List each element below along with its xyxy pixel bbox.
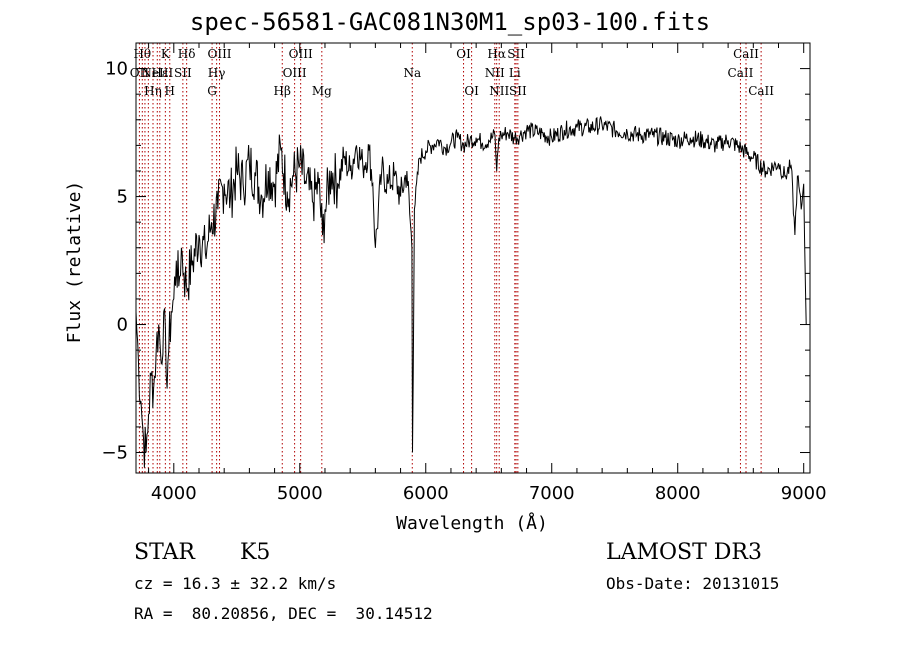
marker-label-0: OII xyxy=(130,66,150,80)
marker-label-12: Hγ xyxy=(208,66,226,80)
marker-label-25: SII xyxy=(507,47,525,61)
marker-label-28: CaII xyxy=(733,47,759,61)
marker-label-22: Hα xyxy=(487,47,506,61)
marker-label-15: OIII xyxy=(283,66,307,80)
y-tick-label-0: −5 xyxy=(101,443,128,464)
x-tick-label-4: 8000 xyxy=(655,483,701,504)
x-tick-label-3: 7000 xyxy=(529,483,575,504)
obs-date: Obs-Date: 20131015 xyxy=(606,574,780,593)
marker-label-21: NII xyxy=(485,66,505,80)
marker-label-9: SII xyxy=(174,66,192,80)
x-tick-label-2: 6000 xyxy=(403,483,449,504)
x-tick-label-0: 4000 xyxy=(151,483,197,504)
x-tick-label-1: 5000 xyxy=(277,483,323,504)
marker-label-26: SII xyxy=(509,84,527,98)
plot-border xyxy=(135,42,811,474)
marker-label-7: K xyxy=(161,47,171,61)
y-tick-label-3: 10 xyxy=(105,59,128,80)
marker-label-1: Hθ xyxy=(133,47,151,61)
x-tick-label-5: 9000 xyxy=(781,483,827,504)
y-axis-label: Flux (relative) xyxy=(64,181,85,344)
marker-label-17: Mg xyxy=(312,84,332,98)
marker-label-16: OIII xyxy=(289,47,313,61)
redshift-text: cz = 16.3 ± 32.2 km/s xyxy=(134,574,337,593)
plot-frame xyxy=(135,42,811,474)
marker-label-10: Hδ xyxy=(178,47,196,61)
y-tick-label-2: 5 xyxy=(117,187,128,208)
x-axis-label: Wavelength (Å) xyxy=(396,512,548,534)
object-class: STAR xyxy=(134,540,195,565)
y-tick-label-1: 0 xyxy=(117,315,128,336)
marker-label-23: NII xyxy=(489,84,509,98)
marker-label-6: Hε xyxy=(151,66,168,80)
marker-label-13: OIII xyxy=(207,47,231,61)
marker-label-24: Li xyxy=(509,66,521,80)
marker-label-27: CaII xyxy=(728,66,754,80)
line-markers: OIIHθHηNeIIIHεKHSIIHδGHγOIIIHβOIIIOIIIMg… xyxy=(130,43,774,473)
marker-label-20: OI xyxy=(464,84,479,98)
object-subclass: K5 xyxy=(240,540,271,565)
marker-label-18: Na xyxy=(403,66,421,80)
spectrum-series xyxy=(135,116,807,468)
radec-text: RA = 80.20856, DEC = 30.14512 xyxy=(134,604,433,623)
y-axis: −5 0 5 10 xyxy=(101,59,810,464)
marker-label-29: CaII xyxy=(748,84,774,98)
spectrum-line xyxy=(135,116,807,468)
chart-title: spec-56581-GAC081N30M1_sp03-100.fits xyxy=(189,8,711,36)
marker-label-11: G xyxy=(207,84,217,98)
marker-label-4: Hη xyxy=(144,84,162,98)
marker-label-8: H xyxy=(165,84,175,98)
marker-label-19: OI xyxy=(456,47,471,61)
x-axis: 4000 5000 6000 7000 8000 9000 xyxy=(148,43,827,504)
marker-label-14: Hβ xyxy=(274,84,291,98)
survey-name: LAMOST DR3 xyxy=(606,540,762,565)
